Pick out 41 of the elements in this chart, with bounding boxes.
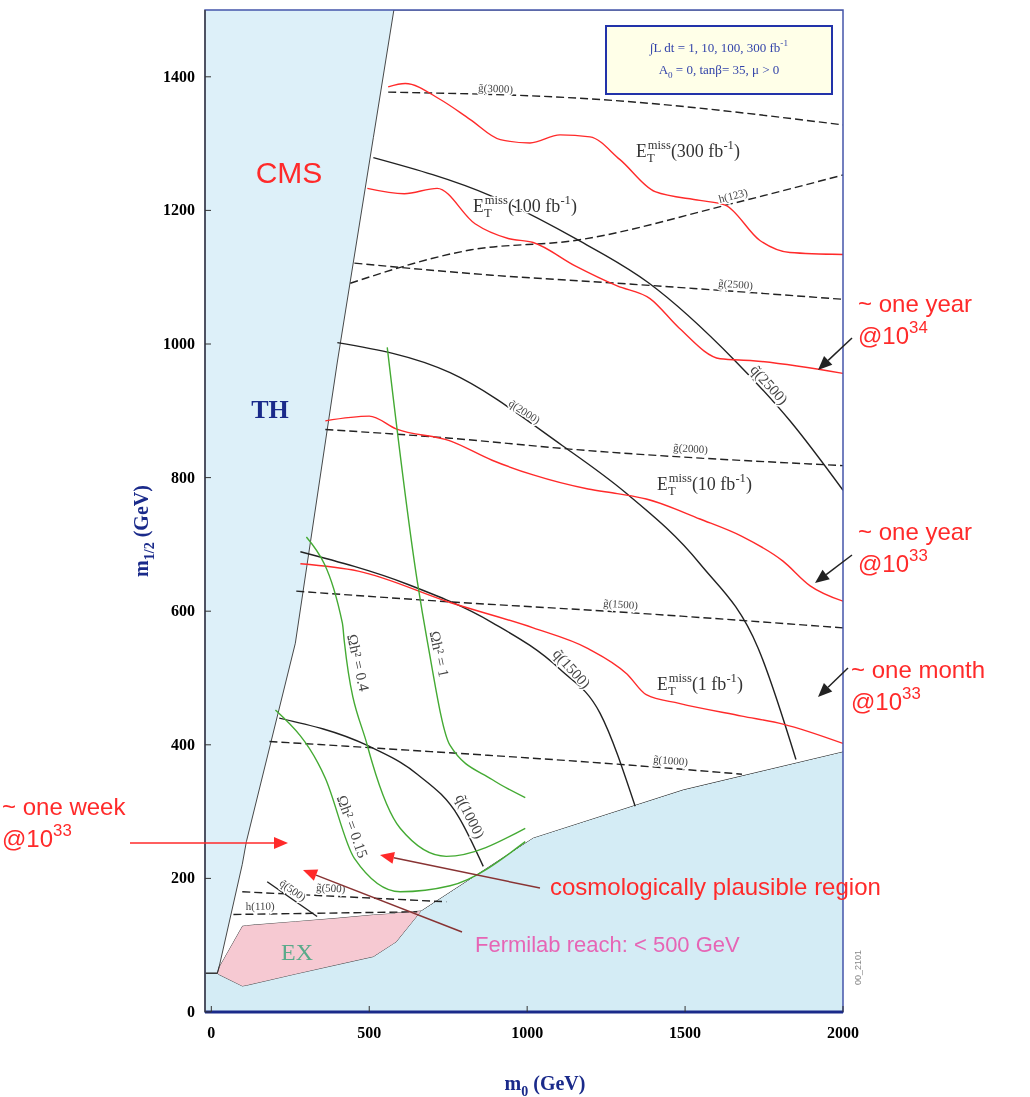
annotation: Fermilab reach: < 500 GeV [475, 932, 741, 957]
annotation: h(110) [245, 899, 276, 914]
line-series [299, 563, 843, 745]
x-axis-title: m$_{0}$ (GeV) [504, 1072, 586, 1097]
annotation: E$_{T}$$^{miss}$(300 fb$^{-1}$) [636, 137, 740, 166]
x-tick-label: 1000 [511, 1024, 544, 1041]
annotation: g̃(3000) [477, 81, 514, 96]
y-tick-label: 0 [187, 1003, 195, 1020]
annotation: CMS [255, 156, 323, 189]
y-tick-label: 1000 [163, 335, 195, 352]
y-tick-label: 200 [171, 869, 195, 887]
annotation: g̃(2000) [672, 441, 709, 457]
annotation: g̃(500) [315, 881, 347, 896]
annotation: Ωh² = 1 [426, 629, 453, 679]
y-tick-label: 800 [171, 468, 195, 486]
y-tick-label: 600 [171, 602, 195, 620]
x-tick-label: 2000 [827, 1024, 859, 1041]
text: ∫L dt = 1, 10, 100, 300 fb$^{-1}$ A$_{0}$ = 0, tanβ= 35, μ > 0 [650, 38, 788, 80]
annotation: g̃(1500) [602, 596, 639, 613]
line-series [305, 536, 526, 858]
y-tick-label: 400 [171, 735, 195, 753]
x-tick-label: 0 [207, 1024, 216, 1041]
y-tick-label: 1400 [163, 67, 195, 85]
annotation: EX [281, 939, 313, 965]
annotation: Ωh² = 0.15 [333, 793, 372, 861]
line-series [387, 82, 843, 256]
y-tick-label: 1200 [163, 201, 195, 219]
annotation: E$_{T}$$^{miss}$(10 fb$^{-1}$) [657, 470, 752, 499]
annotation: TH [251, 395, 289, 424]
x-tick-label: 1500 [669, 1024, 702, 1041]
annotation: E$_{T}$$^{miss}$(1 fb$^{-1}$) [657, 670, 743, 699]
text: 00_2101 [853, 949, 863, 985]
text: ~ one week @10$^{33}$ [2, 793, 127, 852]
text: ~ one month @10$^{33}$ [851, 656, 986, 715]
text: ~ one year @10$^{34}$ [858, 290, 973, 349]
annotation: h(123) [717, 185, 750, 206]
x-tick-label: 500 [357, 1024, 382, 1041]
annotation: Ωh² = 0.4 [344, 632, 373, 694]
text: ~ one year @10$^{33}$ [858, 518, 973, 577]
annotation: g̃(2500) [717, 276, 754, 293]
annotation: g̃(1000) [652, 752, 689, 769]
